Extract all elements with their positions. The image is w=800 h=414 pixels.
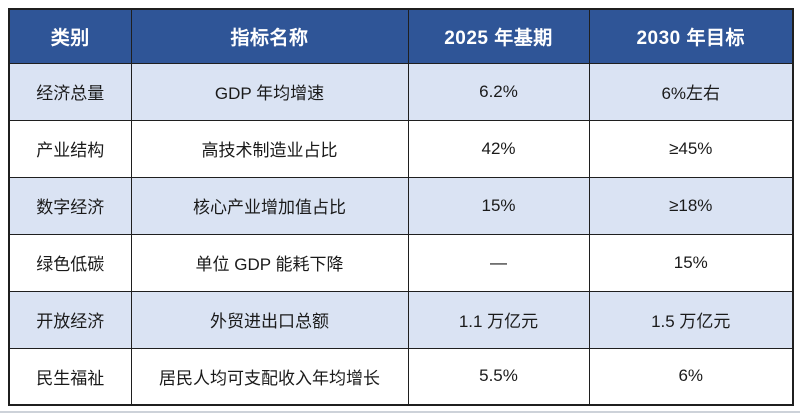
cell-indicator: 单位 GDP 能耗下降 [130,233,409,292]
column-header-indicator: 指标名称 [130,8,409,64]
cell-indicator: 高技术制造业占比 [130,119,409,178]
cell-indicator: GDP 年均增速 [130,62,409,121]
cell-base-2025: 6.2% [407,62,590,121]
cell-base-2025: 5.5% [407,347,590,406]
cell-base-2025: — [407,233,590,292]
cell-base-2025: 42% [407,119,590,178]
table-row: 绿色低碳 单位 GDP 能耗下降 — 15% [8,233,794,292]
table-row: 产业结构 高技术制造业占比 42% ≥45% [8,119,794,178]
cell-category: 数字经济 [8,176,132,235]
cell-target-2030: ≥45% [588,119,794,178]
cell-target-2030: 1.5 万亿元 [588,290,794,349]
cell-base-2025: 15% [407,176,590,235]
column-header-base-2025: 2025 年基期 [407,8,590,64]
cell-base-2025: 1.1 万亿元 [407,290,590,349]
column-header-category: 类别 [8,8,132,64]
cell-indicator: 居民人均可支配收入年均增长 [130,347,409,406]
page-bottom-edge-line [0,411,800,413]
cell-category: 经济总量 [8,62,132,121]
cell-target-2030: 6% [588,347,794,406]
cell-category: 绿色低碳 [8,233,132,292]
cell-target-2030: 6%左右 [588,62,794,121]
cell-category: 开放经济 [8,290,132,349]
table-header-row: 类别 指标名称 2025 年基期 2030 年目标 [8,8,794,64]
table-row: 开放经济 外贸进出口总额 1.1 万亿元 1.5 万亿元 [8,290,794,349]
table-row: 数字经济 核心产业增加值占比 15% ≥18% [8,176,794,235]
cell-target-2030: 15% [588,233,794,292]
cell-indicator: 核心产业增加值占比 [130,176,409,235]
table-row: 经济总量 GDP 年均增速 6.2% 6%左右 [8,62,794,121]
cell-indicator: 外贸进出口总额 [130,290,409,349]
table-row: 民生福祉 居民人均可支配收入年均增长 5.5% 6% [8,347,794,406]
column-header-target-2030: 2030 年目标 [588,8,794,64]
cell-target-2030: ≥18% [588,176,794,235]
indicator-table: 类别 指标名称 2025 年基期 2030 年目标 经济总量 GDP 年均增速 … [8,8,794,406]
cell-category: 民生福祉 [8,347,132,406]
cell-category: 产业结构 [8,119,132,178]
